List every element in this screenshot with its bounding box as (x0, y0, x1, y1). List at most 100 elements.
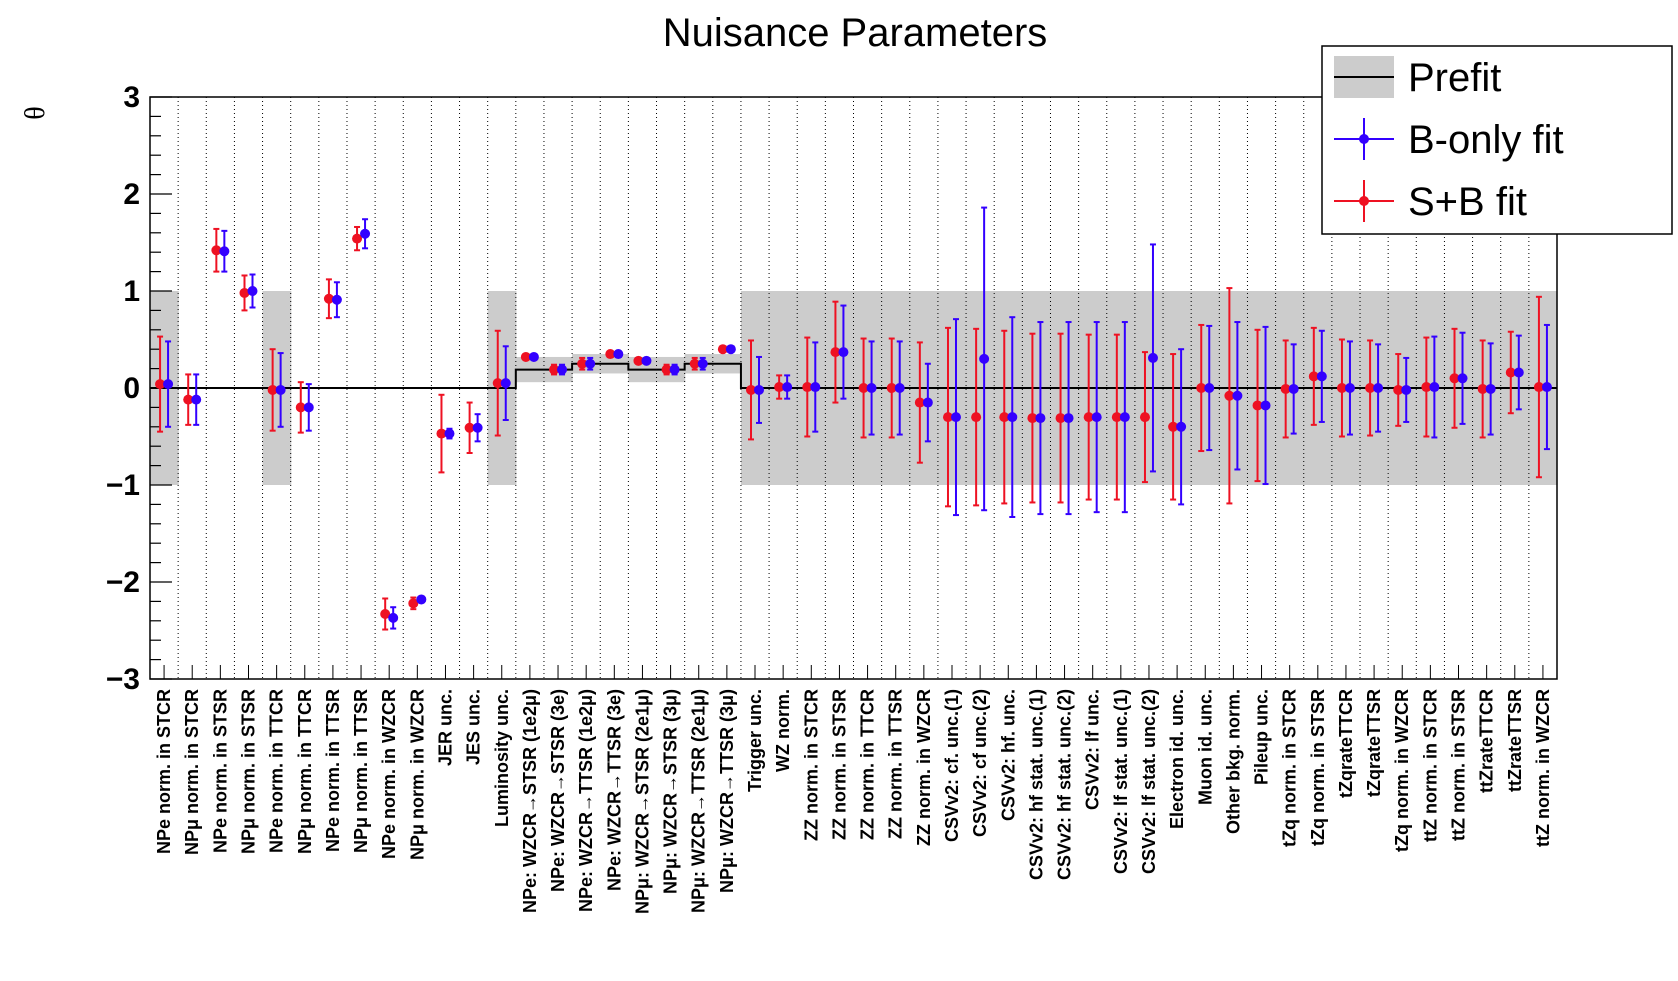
splusb-point (971, 412, 982, 423)
x-category-label: NPe norm. in TTCR (267, 689, 287, 853)
splusb-point (1055, 413, 1066, 424)
x-category-label: ttZ norm. in WZCR (1533, 689, 1553, 847)
x-category-label: JER unc. (435, 689, 455, 766)
y-tick-label: −2 (106, 566, 140, 599)
bonly-point (1457, 373, 1468, 384)
splusb-point (239, 287, 250, 298)
x-category-label: CSVv2: cf. unc.(1) (942, 689, 962, 842)
x-category-label: Electron id. unc. (1167, 689, 1187, 829)
x-category-label: CSVv2: hf stat. unc.(2) (1055, 689, 1075, 880)
x-category-label: ttZ norm. in STCR (1420, 689, 1440, 842)
x-category-label: tZq norm. in WZCR (1392, 689, 1412, 852)
splusb-point (1027, 413, 1038, 424)
splusb-point (746, 384, 757, 395)
bonly-point (1513, 367, 1524, 378)
x-category-label: Trigger unc. (745, 689, 765, 792)
splusb-point (211, 245, 222, 256)
x-category-label: NPμ: WZCR→STSR (2e1μ) (632, 689, 652, 914)
x-category-label: Other bkg. norm. (1223, 689, 1243, 834)
bonly-point (613, 349, 624, 360)
bonly-point (528, 351, 539, 362)
splusb-point (1280, 383, 1291, 394)
y-tick-label: −1 (106, 469, 140, 502)
splusb-point (352, 233, 363, 244)
x-category-label: CSVv2: lf stat. unc.(1) (1111, 689, 1131, 874)
bonly-point (950, 412, 961, 423)
legend: Prefit B-only fit S+B fit (1321, 45, 1673, 235)
splusb-point (1196, 383, 1207, 393)
bonly-point (725, 344, 736, 355)
bonly-point (500, 378, 511, 389)
splusb-point (689, 358, 700, 369)
splusb-point (661, 364, 672, 375)
splusb-point (1168, 421, 1179, 432)
splusb-point (1139, 412, 1150, 423)
x-category-label: NPe norm. in WZCR (379, 689, 399, 859)
splusb-point (183, 394, 194, 405)
splusb-point (295, 402, 306, 413)
splusb-point (942, 412, 953, 423)
bonly-point (1541, 382, 1552, 393)
splusb-point (1308, 371, 1319, 382)
x-category-label: ZZ norm. in TTCR (858, 689, 878, 840)
splusb-point (1393, 384, 1404, 395)
y-tick-label: 1 (123, 275, 140, 308)
bonly-point (1091, 412, 1102, 423)
bonly-point (1316, 371, 1327, 382)
bonly-point (331, 294, 342, 305)
bonly-point (1119, 412, 1130, 423)
splusb-point (886, 383, 897, 393)
bonly-point (444, 428, 455, 439)
splusb-point (605, 349, 616, 360)
splusb-point (914, 397, 925, 408)
bonly-point (894, 383, 905, 393)
bonly-point (922, 397, 933, 408)
bonly-point (838, 347, 849, 358)
splusb-point (1224, 390, 1235, 401)
x-category-label: Muon id. unc. (1195, 689, 1215, 805)
bonly-point (191, 394, 202, 405)
splusb-point (520, 351, 531, 362)
splusb-point (1365, 383, 1376, 393)
x-category-label: CSVv2: lf unc. (1083, 689, 1103, 810)
x-category-label: tZqrateTTSR (1364, 689, 1384, 797)
bonly-point (1401, 384, 1412, 395)
splusb-point (1505, 367, 1516, 378)
x-category-label: ZZ norm. in STCR (801, 689, 821, 841)
splusb-point (858, 383, 869, 393)
bonly-point (697, 358, 708, 369)
splusb-point (1083, 412, 1094, 423)
splusb-point (408, 598, 419, 609)
bonly-point (1035, 413, 1046, 424)
bonly-point (416, 594, 427, 605)
x-category-label: tZqrateTTCR (1336, 689, 1356, 798)
bonly-point (1288, 383, 1299, 394)
x-category-label: NPe: WZCR→TTSR (3e) (604, 689, 624, 891)
bonly-point (1204, 383, 1215, 393)
x-category-label: CSVv2: hf stat. unc.(1) (1026, 689, 1046, 880)
x-category-label: NPμ: WZCR→STSR (3μ) (661, 689, 681, 894)
x-category-label: tZq norm. in STCR (1280, 689, 1300, 847)
y-tick-label: 3 (123, 81, 140, 114)
bonly-point (247, 286, 258, 296)
bonly-point (866, 383, 877, 393)
x-category-label: NPe: WZCR→STSR (3e) (548, 689, 568, 892)
bonly-point (1373, 383, 1384, 393)
bonly-point (275, 384, 286, 395)
x-category-label: NPμ: WZCR→TTSR (2e1μ) (689, 689, 709, 913)
splusb-point (1477, 383, 1488, 394)
x-category-label: NPe norm. in STCR (154, 689, 174, 854)
x-category-label: ttZrateTTSR (1505, 689, 1525, 792)
splusb-point (380, 609, 391, 620)
bonly-point (782, 382, 793, 393)
splusb-point (1336, 383, 1347, 393)
x-category-label: NPe: WZCR→TTSR (1e2μ) (576, 689, 596, 912)
splusb-point (999, 412, 1010, 423)
legend-splusb-marker (1359, 196, 1369, 206)
splusb-point (1421, 382, 1432, 393)
splusb-point (1252, 400, 1263, 411)
splusb-point (830, 347, 841, 358)
x-category-label: NPe: WZCR→STSR (1e2μ) (520, 689, 540, 913)
legend-bonly-marker (1359, 134, 1369, 144)
